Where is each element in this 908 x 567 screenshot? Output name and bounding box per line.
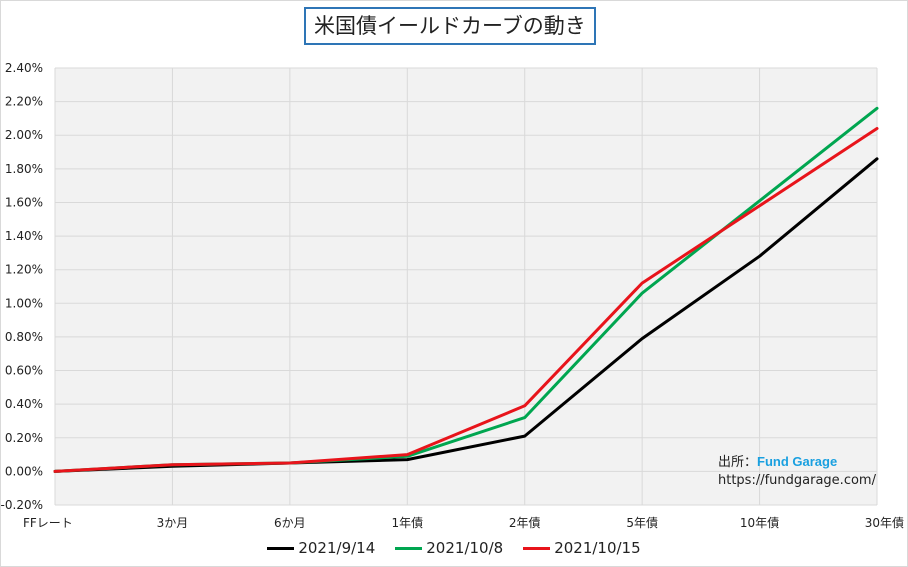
- legend-swatch: [395, 546, 423, 550]
- plot-area: [55, 68, 877, 505]
- chart-title: 米国債イールドカーブの動き: [304, 7, 596, 45]
- x-tick-label: 3か月: [157, 516, 189, 530]
- source-url: https://fundgarage.com/: [718, 473, 876, 488]
- y-tick-label: 0.80%: [5, 330, 43, 344]
- y-tick-label: 2.20%: [5, 95, 43, 109]
- y-tick-label: 0.40%: [5, 397, 43, 411]
- x-tick-label: 5年債: [626, 515, 658, 530]
- y-tick-label: 1.20%: [5, 263, 43, 277]
- x-tick-label: FFレート: [23, 516, 73, 530]
- y-tick-label: 1.60%: [5, 195, 43, 209]
- y-tick-label: 0.60%: [5, 364, 43, 378]
- y-tick-label: 2.00%: [5, 128, 43, 142]
- y-tick-label: 2.40%: [5, 61, 43, 75]
- y-tick-label: 1.80%: [5, 162, 43, 176]
- legend-label: 2021/10/8: [426, 539, 504, 557]
- y-tick-label: 0.00%: [5, 464, 43, 478]
- legend-item: 2021/10/8: [395, 539, 503, 557]
- legend-swatch: [267, 546, 295, 550]
- x-tick-label: 2年債: [509, 515, 541, 530]
- x-tick-label: 6か月: [274, 516, 306, 530]
- legend-item: 2021/9/14: [267, 539, 375, 557]
- legend-item: 2021/10/15: [523, 539, 641, 557]
- y-tick-label: -0.20%: [1, 498, 43, 512]
- legend-swatch: [523, 546, 551, 550]
- x-tick-label: 10年債: [740, 515, 779, 530]
- source-prefix: 出所：: [718, 455, 758, 470]
- y-tick-label: 1.00%: [5, 296, 43, 310]
- x-tick-label: 30年債: [865, 515, 904, 530]
- source-brand: Fund Garage: [757, 454, 838, 469]
- y-tick-label: 1.40%: [5, 229, 43, 243]
- legend-label: 2021/10/15: [554, 539, 641, 557]
- y-tick-label: 0.20%: [5, 431, 43, 445]
- legend-label: 2021/9/14: [298, 539, 376, 557]
- x-tick-label: 1年債: [391, 515, 423, 530]
- source-label: 出所：Fund Garage: [718, 451, 837, 470]
- chart-legend: 2021/9/14 2021/10/8 2021/10/15: [0, 536, 908, 560]
- series-line: [53, 127, 879, 473]
